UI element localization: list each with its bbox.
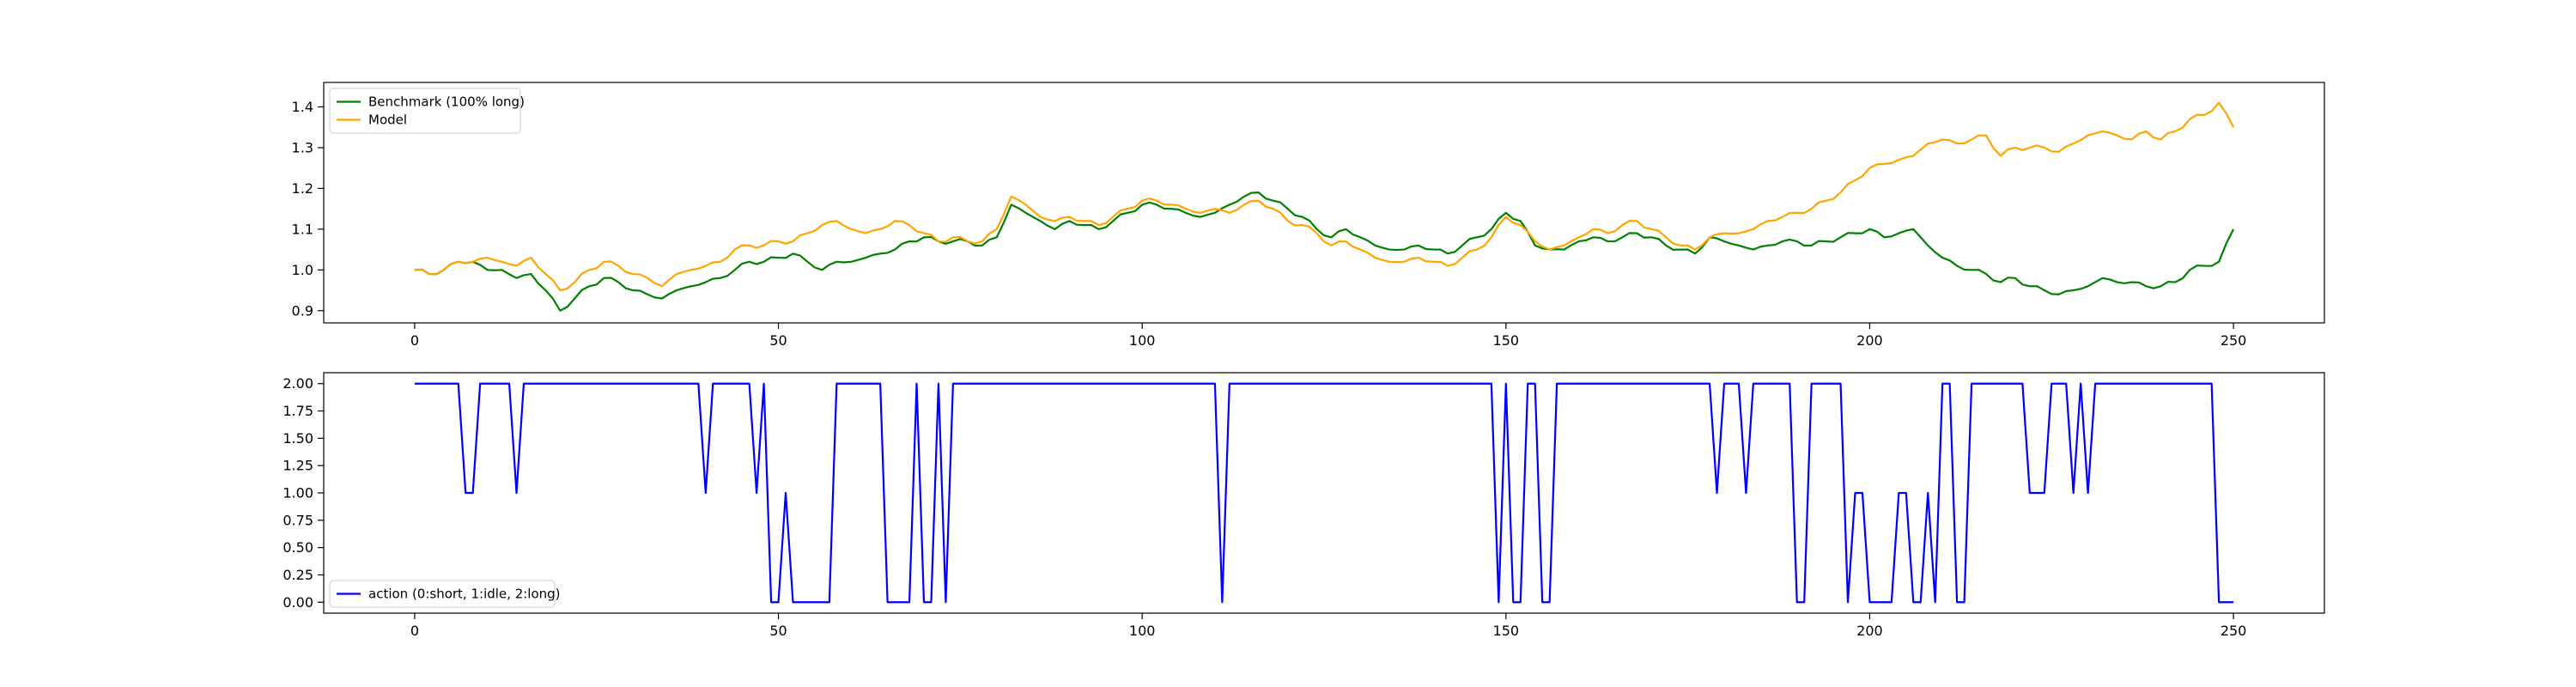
bottom-chart-y-tick-label-3: 0.75 [283,512,313,528]
bottom-chart-legend-label-0: action (0:short, 1:idle, 2:long) [368,587,561,602]
top-chart-legend-label-0: Benchmark (100% long) [368,94,525,110]
bottom-chart-x-tick-label-0: 0 [410,623,419,639]
top-chart-x-tick-label-2: 100 [1129,332,1156,349]
top-chart-panel: 0 50 100 150 200 250 0.9 1.0 1.1 1.2 1.3 1.4 Benchm… [292,82,2325,349]
top-chart-y-tick-label-3: 1.2 [292,180,313,197]
top-chart-y-tick-label-1: 1.0 [292,262,313,278]
bottom-chart-y-tick-label-7: 1.75 [283,403,313,419]
bottom-chart-y-tick-label-8: 2.00 [283,375,313,392]
top-chart-axes-frame [323,82,2325,324]
top-chart-x-tick-label-1: 50 [769,332,787,349]
bottom-chart-series-line-0 [414,382,2234,604]
top-chart-legend: Benchmark (100% long) Model [329,88,525,134]
bottom-chart-x-tick-label-5: 250 [2221,623,2247,639]
top-chart-legend-box [329,88,521,134]
top-chart-x-tick-label-3: 150 [1493,332,1520,349]
bottom-chart-ticks: 0 50 100 150 200 250 0.00 0.25 0.50 0.75 1.00 1.25 1… [283,375,2246,639]
top-chart-x-tick-label-5: 250 [2221,332,2247,349]
top-chart-series-line-0 [414,192,2235,312]
bottom-chart-y-tick-label-0: 0.00 [283,594,313,611]
bottom-chart-x-tick-label-3: 150 [1493,623,1520,639]
top-chart-x-tick-label-4: 200 [1856,332,1883,349]
bottom-chart-y-tick-label-5: 1.25 [283,458,313,474]
bottom-chart-legend-box [329,580,556,608]
top-chart-lines [414,101,2235,312]
bottom-chart-y-tick-label-4: 1.00 [283,485,313,502]
top-chart-legend-label-1: Model [368,112,407,128]
bottom-chart-x-tick-label-2: 100 [1129,623,1156,639]
bottom-chart-panel: 0 50 100 150 200 250 0.00 0.25 0.50 0.75 1.00 1.25 1… [283,372,2325,639]
top-chart-y-tick-label-5: 1.4 [292,99,313,115]
top-chart-y-tick-label-2: 1.1 [292,221,313,237]
top-chart-series-line-1 [414,101,2235,292]
bottom-chart-lines [414,382,2234,604]
top-chart-y-tick-label-4: 1.3 [292,139,313,155]
bottom-chart-x-tick-label-4: 200 [1856,623,1883,639]
bottom-chart-legend: action (0:short, 1:idle, 2:long) [329,580,561,608]
bottom-chart-y-tick-label-6: 1.50 [283,430,313,447]
bottom-chart-x-tick-label-1: 50 [769,623,787,639]
bottom-chart-y-tick-label-2: 0.50 [283,539,313,556]
top-chart-ticks: 0 50 100 150 200 250 0.9 1.0 1.1 1.2 1.3 1.4 [292,99,2247,349]
bottom-chart-y-tick-label-1: 0.25 [283,567,313,583]
top-chart-y-tick-label-0: 0.9 [292,302,313,319]
top-chart-x-tick-label-0: 0 [410,332,419,349]
